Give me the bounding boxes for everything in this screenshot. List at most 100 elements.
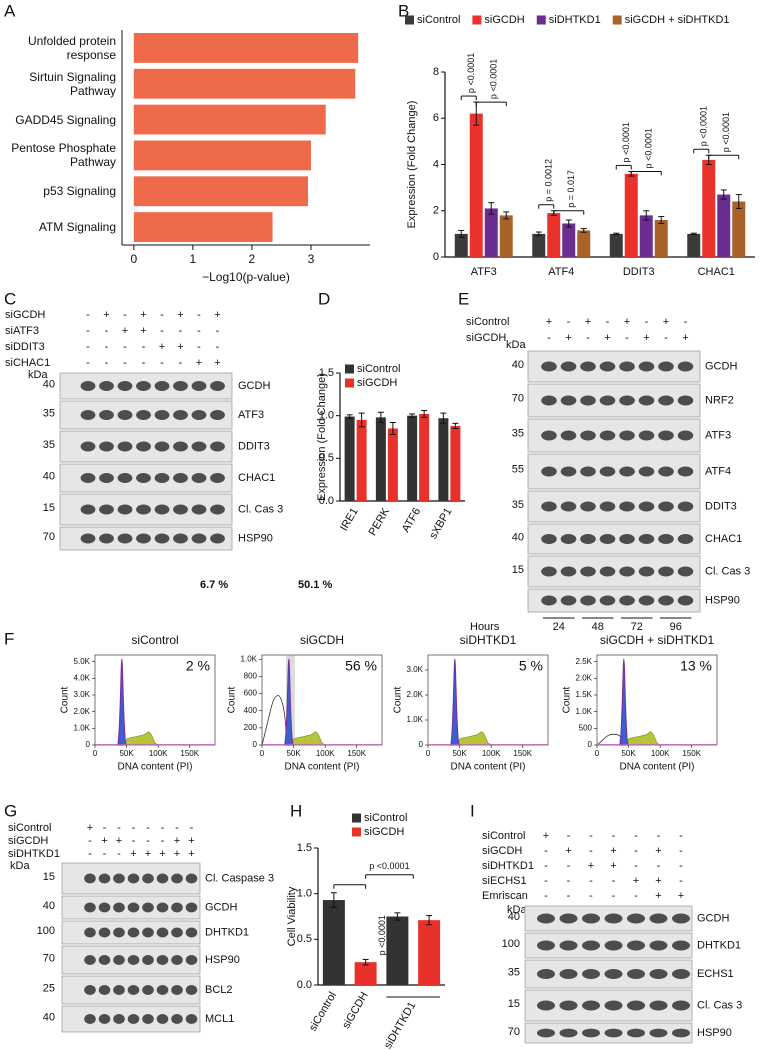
blot-band xyxy=(649,913,668,924)
blot-band xyxy=(117,381,133,391)
bar xyxy=(687,233,701,257)
x-tick-label: 50K xyxy=(452,749,467,758)
y-tick-label: 0 xyxy=(253,740,258,749)
x-tick-label: sXBP1 xyxy=(427,506,454,541)
condition-sign: - xyxy=(544,845,548,857)
condition-sign: - xyxy=(105,357,109,369)
legend-swatch xyxy=(405,15,414,25)
bar xyxy=(654,220,668,257)
condition-sign: - xyxy=(216,325,220,337)
y-axis-label: Count xyxy=(227,686,238,713)
kda-marker: 40 xyxy=(512,359,524,371)
blot-band xyxy=(113,985,125,995)
kda-marker: 70 xyxy=(512,393,524,405)
x-tick-label: 100K xyxy=(482,749,501,758)
error-bar xyxy=(358,412,365,428)
blot-band xyxy=(599,466,616,477)
p-value: p <0.0001 xyxy=(621,122,631,162)
x-tick-label: 0 xyxy=(260,749,265,758)
category-label: Unfolded protein response xyxy=(27,33,116,62)
condition-sign: + xyxy=(140,309,146,321)
error-bar xyxy=(452,422,459,429)
bar xyxy=(717,194,731,257)
group-label: siDHTKD1 xyxy=(382,1000,418,1050)
blot-band xyxy=(658,566,674,577)
condition-sign: + xyxy=(610,845,616,857)
blot-band xyxy=(84,927,96,938)
bar xyxy=(387,428,398,501)
bar xyxy=(624,173,638,257)
condition-sign: - xyxy=(132,835,136,847)
histogram-trace xyxy=(117,658,127,746)
blot-band xyxy=(560,430,577,441)
blot-band xyxy=(580,566,596,577)
blot-band xyxy=(582,940,600,951)
blot-band xyxy=(560,566,577,577)
y-tick-label: 600 xyxy=(244,689,258,698)
blot-band xyxy=(136,504,151,515)
kda-marker: 70 xyxy=(508,1026,520,1038)
kda-marker: 70 xyxy=(43,952,55,964)
condition-sign: - xyxy=(197,325,201,337)
legend-label: siControl xyxy=(364,812,407,824)
blot-band xyxy=(142,1014,154,1024)
bar xyxy=(450,425,461,501)
histogram-trace xyxy=(291,731,327,746)
blot-band xyxy=(84,873,96,884)
blot-band xyxy=(599,395,616,406)
kda-label: kDa xyxy=(10,860,30,872)
blot-band xyxy=(541,566,557,577)
blot-band xyxy=(171,902,183,913)
category-label: ATM Signaling xyxy=(38,220,116,235)
blot-band xyxy=(580,534,596,544)
kda-marker: 35 xyxy=(508,966,520,978)
bar xyxy=(418,920,441,985)
kda-marker: 35 xyxy=(512,499,524,511)
y-tick-label: 1.0K xyxy=(576,707,593,716)
blot-band xyxy=(142,902,154,913)
blot-band xyxy=(117,410,133,420)
y-tick-label: 2.0K xyxy=(407,690,424,699)
blot-band xyxy=(627,1000,645,1011)
legend-label: siDHTKD1 xyxy=(549,14,601,26)
condition-sign: - xyxy=(589,875,593,887)
protein-label: HSP90 xyxy=(697,1027,732,1039)
condition-sign: + xyxy=(196,357,202,369)
protein-label: Cl. Cas 3 xyxy=(238,503,283,515)
condition-sign: + xyxy=(145,848,151,860)
histogram-trace xyxy=(457,731,493,746)
histogram-trace xyxy=(261,695,287,746)
blot-band xyxy=(672,913,690,924)
blot-band xyxy=(173,473,188,483)
blot-band xyxy=(84,985,96,995)
condition-sign: - xyxy=(197,309,201,321)
kda-marker: 15 xyxy=(508,998,520,1010)
kda-marker: 25 xyxy=(43,982,55,994)
blot-band xyxy=(127,902,140,913)
blot-band xyxy=(210,441,225,452)
x-axis-label: DNA content (PI) xyxy=(284,762,359,773)
condition-sign: + xyxy=(610,860,616,872)
blot-band xyxy=(84,955,96,965)
bar xyxy=(354,962,377,985)
legend-label: siGCDH xyxy=(357,377,397,389)
p-value: p = 0.017 xyxy=(566,170,576,208)
condition-sign: + xyxy=(565,845,571,857)
x-tick-label: ATF3 xyxy=(471,266,497,278)
bar xyxy=(322,900,345,985)
x-axis-label: DNA content (PI) xyxy=(450,762,525,773)
blot-band xyxy=(627,1028,645,1038)
protein-label: GCDH xyxy=(205,901,237,913)
bar xyxy=(454,233,468,257)
y-axis-label: Count xyxy=(562,686,573,713)
protein-label: GCDH xyxy=(705,360,737,372)
x-tick-label: siControl xyxy=(307,990,339,1034)
x-tick-label: DDIT3 xyxy=(623,266,655,278)
y-axis-label: Expression (Fold Change) xyxy=(406,101,418,229)
blot-band xyxy=(156,955,169,965)
condition-sign: - xyxy=(679,830,683,842)
condition-label: siGCDH xyxy=(482,845,522,857)
legend-label: siControl xyxy=(357,363,400,375)
bar xyxy=(532,233,546,257)
condition-sign: - xyxy=(606,316,610,328)
